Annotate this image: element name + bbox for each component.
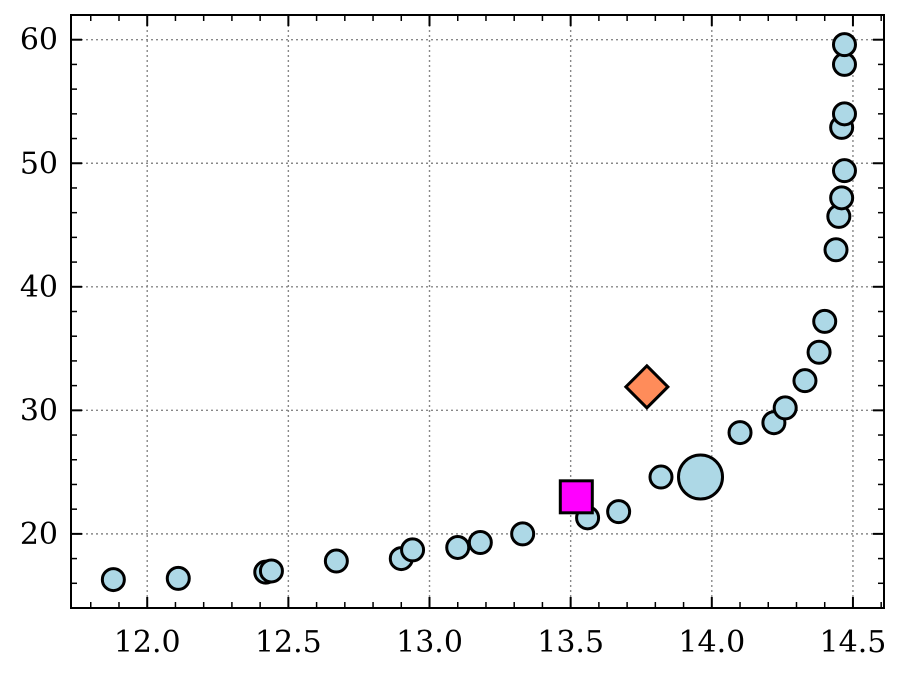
x-tick-label: 14.5 — [820, 625, 887, 660]
data-point — [792, 368, 818, 394]
data-point — [165, 565, 191, 591]
data-point-diamond — [623, 363, 670, 410]
data-point — [258, 558, 284, 584]
data-point — [772, 395, 798, 421]
data-point-square — [558, 479, 594, 515]
data-point — [400, 537, 426, 563]
data-point — [812, 308, 838, 334]
data-point — [727, 420, 753, 446]
y-tick-label: 50 — [20, 146, 58, 181]
data-point — [467, 530, 493, 556]
x-tick-label: 13.5 — [537, 625, 604, 660]
y-tick-label: 60 — [20, 23, 58, 58]
data-point — [510, 521, 536, 547]
x-tick-label: 13.0 — [396, 625, 463, 660]
y-tick-label: 40 — [20, 270, 58, 305]
x-tick-label: 12.0 — [114, 625, 181, 660]
data-point — [823, 237, 849, 263]
data-point — [829, 185, 855, 211]
data-point — [806, 339, 832, 365]
x-tick-label: 12.5 — [255, 625, 322, 660]
data-point-large — [677, 453, 725, 501]
x-tick-label: 14.0 — [678, 625, 745, 660]
grid-lines — [71, 15, 884, 608]
plot-frame — [70, 14, 885, 609]
data-points — [100, 32, 857, 593]
y-tick-label: 20 — [20, 517, 58, 552]
data-point — [648, 464, 674, 490]
data-point — [831, 32, 857, 58]
data-point — [831, 101, 857, 127]
data-point — [606, 499, 632, 525]
y-axis-tick-labels: 20 30 40 50 60 — [20, 23, 58, 552]
x-axis-tick-labels: 12.0 12.5 13.0 13.5 14.0 14.5 — [114, 625, 887, 660]
data-point — [831, 158, 857, 184]
data-point — [100, 567, 126, 593]
data-point — [323, 548, 349, 574]
y-tick-label: 30 — [20, 393, 58, 428]
data-point — [445, 534, 471, 560]
axis-ticks — [71, 14, 884, 609]
